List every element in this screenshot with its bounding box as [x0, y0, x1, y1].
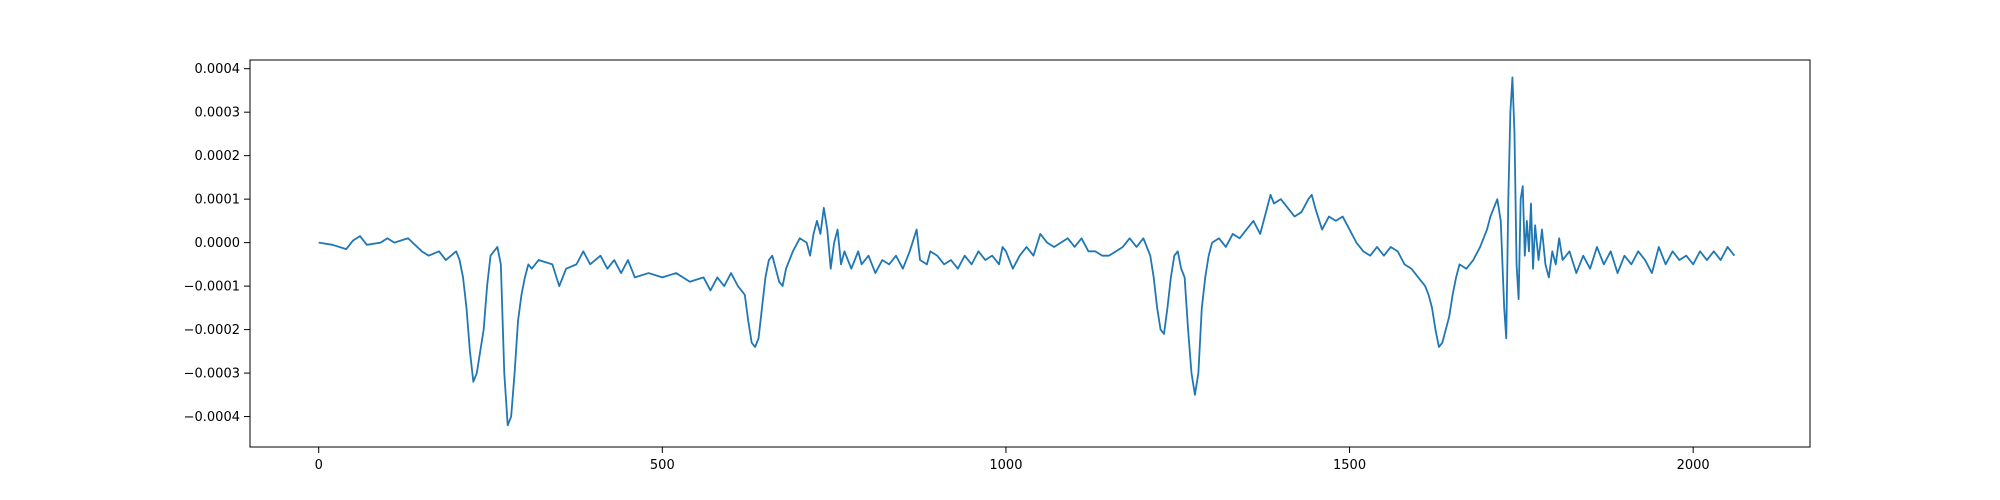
x-axis: 0 500 1000 1500 2000: [315, 447, 1710, 473]
y-tick-label: −0.0002: [184, 323, 240, 338]
y-tick-label: −0.0001: [184, 280, 240, 295]
y-tick-label: −0.0004: [184, 410, 240, 425]
y-tick-label: 0.0004: [195, 62, 241, 77]
y-tick-label: −0.0003: [184, 367, 240, 382]
y-tick-label: 0.0003: [195, 106, 241, 121]
x-tick-label: 2000: [1677, 458, 1710, 473]
x-tick-label: 500: [650, 458, 675, 473]
series-line-0: [318, 76, 1736, 427]
x-tick-label: 1000: [989, 458, 1022, 473]
y-axis: −0.0004 −0.0003 −0.0002 −0.0001 0.0000 0.0001…: [184, 62, 250, 425]
y-tick-label: 0.0002: [195, 149, 241, 164]
y-tick-label: 0.0000: [195, 236, 241, 251]
x-tick-label: 1500: [1333, 458, 1366, 473]
y-tick-label: 0.0001: [195, 193, 241, 208]
x-tick-label: 0: [315, 458, 323, 473]
plot-area: [318, 76, 1736, 427]
axes-frame: [249, 59, 1811, 448]
